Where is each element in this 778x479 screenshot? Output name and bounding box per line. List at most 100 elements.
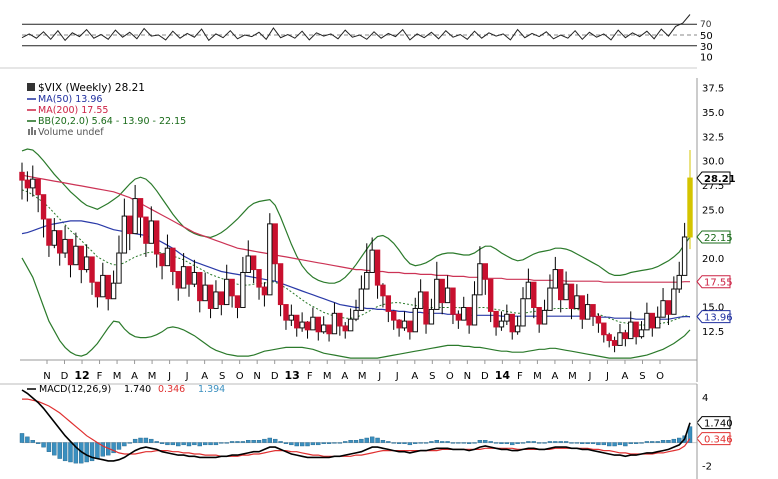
x-tick-label: 12 <box>74 369 89 382</box>
macd-histogram-bar <box>391 442 396 444</box>
macd-histogram-bar <box>138 437 143 443</box>
macd-histogram-bar <box>413 442 418 444</box>
candle-body <box>687 177 693 238</box>
macd-histogram-bar <box>666 440 671 443</box>
candle-body <box>304 321 311 331</box>
x-tick-label: O <box>446 371 454 382</box>
candle-body <box>164 247 171 267</box>
macd-histogram-bar <box>176 442 181 447</box>
x-tick-label: A <box>411 371 418 382</box>
candle-body <box>520 298 526 327</box>
candle-body <box>434 278 440 310</box>
macd-histogram-bar <box>84 442 89 463</box>
macd-histogram-bar <box>407 442 413 446</box>
price-panel: 12.515.020.022.525.027.530.032.535.037.5… <box>0 78 736 385</box>
macd-histogram-bar <box>369 436 375 443</box>
macd-badge-label: 0.346 <box>704 435 733 446</box>
candle-body <box>574 295 580 309</box>
price-badge-label: 22.15 <box>704 233 733 244</box>
macd-histogram-bar <box>46 442 52 452</box>
price-tick-label: 25.0 <box>702 205 724 216</box>
x-tick-label: J <box>587 371 591 382</box>
macd-histogram-bar <box>483 440 488 443</box>
ticker-icon <box>27 83 35 91</box>
x-tick-label: M <box>148 371 157 382</box>
price-tick-label: 12.5 <box>702 327 724 338</box>
rsi-tick-label: 10 <box>700 53 713 64</box>
macd-histogram-bar <box>197 442 202 447</box>
macd-histogram-bar <box>332 442 337 444</box>
macd-histogram-bar <box>35 442 41 444</box>
candle-body <box>315 316 321 333</box>
macd-histogram-bar <box>606 442 612 447</box>
macd-histogram-bar <box>149 438 154 443</box>
candle-body <box>137 198 144 218</box>
macd-badge: 1.740 <box>696 416 733 430</box>
x-tick-label: D <box>271 371 279 382</box>
candle-body <box>35 178 41 196</box>
macd-badge-box <box>696 416 731 430</box>
candle-body <box>396 319 402 329</box>
macd-histogram-bar <box>316 442 321 446</box>
x-tick-label: M <box>533 371 542 382</box>
x-tick-label: S <box>639 371 645 382</box>
candle-body <box>62 238 68 254</box>
candle-body <box>369 249 375 273</box>
price-tick-label: 15.0 <box>702 303 724 314</box>
macd-tick-label: 4 <box>702 393 708 404</box>
macd-histogram-bar <box>19 433 25 443</box>
candle-body <box>466 306 472 326</box>
candle-body <box>310 316 316 331</box>
macd-histogram-bar <box>111 442 116 454</box>
macd-histogram-bar <box>326 442 332 444</box>
macd-histogram-bar <box>375 437 380 443</box>
macd-histogram-bar <box>229 441 235 443</box>
macd-histogram-bar <box>251 440 256 443</box>
macd-histogram-bar <box>359 438 364 443</box>
macd-tick-label: -2 <box>702 461 712 472</box>
candle-body <box>267 223 273 296</box>
candle-body <box>347 318 354 332</box>
macd-histogram-bar <box>100 442 106 457</box>
macd-legend-label: MACD(12,26,9) <box>39 384 111 395</box>
candle-body <box>67 238 74 266</box>
x-tick-label: A <box>551 371 558 382</box>
macd-histogram-bar <box>510 442 515 446</box>
price-tick-label: 20.0 <box>702 254 724 265</box>
x-tick-label: A <box>341 371 348 382</box>
macd-histogram-bar <box>601 442 607 446</box>
candle-body <box>606 334 612 342</box>
macd-histogram-bar <box>386 441 391 443</box>
macd-badge-label: 1.740 <box>704 419 733 430</box>
macd-histogram-bar <box>127 442 132 444</box>
macd-histogram-bar <box>402 442 407 444</box>
candle-body <box>595 315 602 324</box>
x-tick-label: A <box>131 371 138 382</box>
x-tick-label: J <box>605 371 609 382</box>
x-tick-label: M <box>113 371 122 382</box>
macd-histogram-bar <box>612 442 617 447</box>
macd-badge-box <box>696 432 731 446</box>
macd-histogram-bar <box>639 442 644 444</box>
macd-histogram-bar <box>553 441 558 443</box>
candle-body <box>358 288 365 311</box>
candle-body <box>563 283 569 301</box>
x-tick-label: F <box>97 371 103 382</box>
macd-histogram-bar <box>542 442 547 444</box>
candle-body <box>51 230 58 246</box>
candle-body <box>487 278 494 312</box>
candle-body <box>283 304 289 321</box>
candle-body <box>153 220 160 255</box>
candle-body <box>121 215 128 254</box>
candle-body <box>175 271 181 289</box>
candle-body <box>337 312 343 327</box>
candle-body <box>525 281 532 300</box>
macd-histogram-bar <box>202 442 208 446</box>
x-tick-label: J <box>167 371 171 382</box>
candle-body <box>412 307 418 333</box>
macd-histogram-bar <box>170 442 176 446</box>
x-tick-label: O <box>236 371 244 382</box>
macd-histogram-bar <box>364 437 369 443</box>
candle-body <box>272 223 278 265</box>
rsi-tick-label: 50 <box>700 31 713 42</box>
